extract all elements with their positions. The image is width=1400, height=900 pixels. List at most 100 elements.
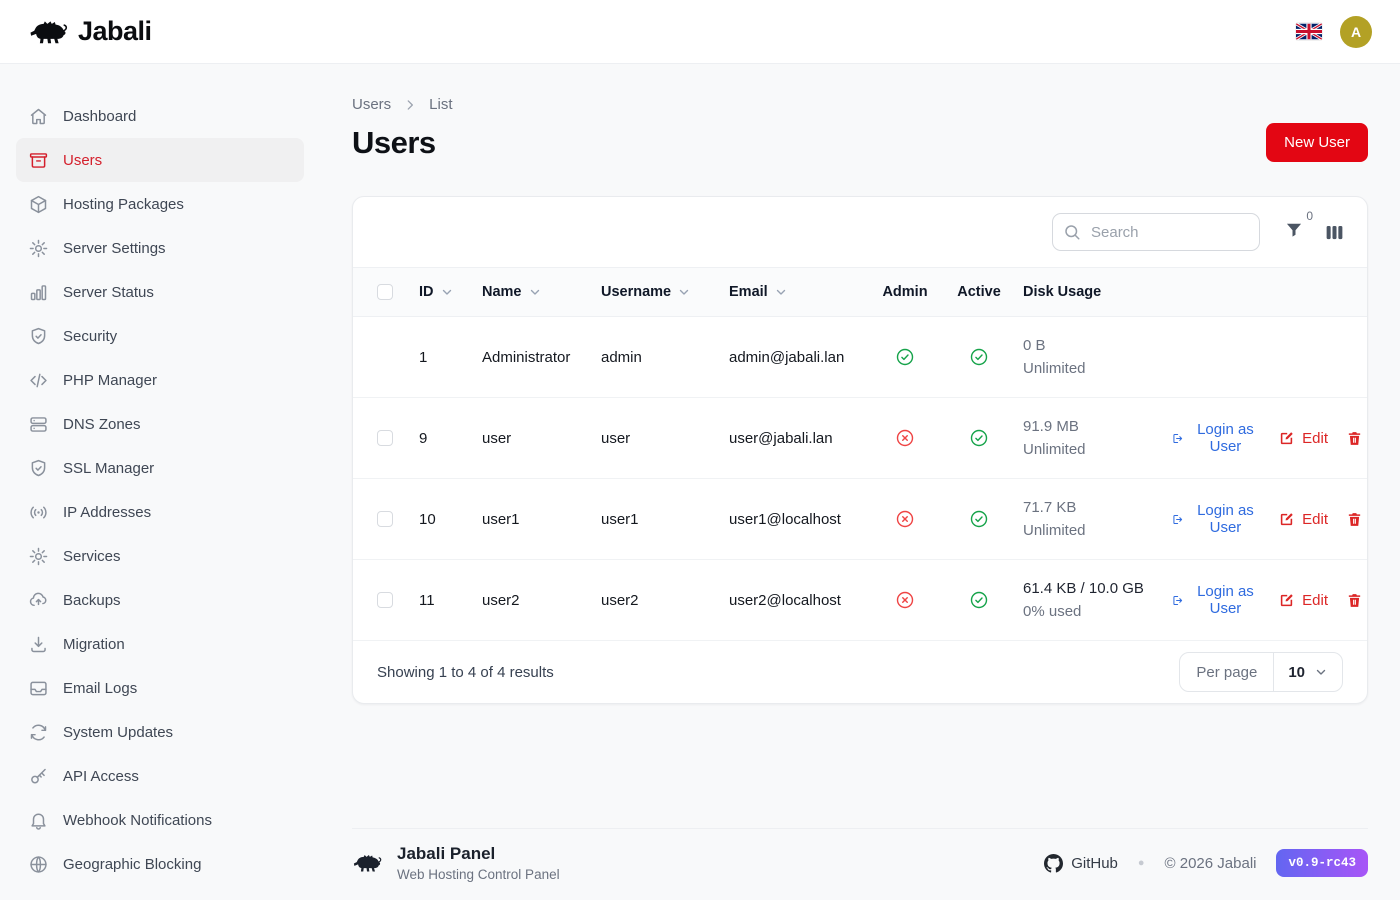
gear-icon (29, 239, 48, 257)
github-icon (1044, 853, 1064, 873)
cell-id: 10 (419, 510, 436, 528)
table-row: 9 user user user@jabali.lan 91.9 MB Unli… (353, 398, 1367, 479)
sidebar-item-webhook-notifications[interactable]: Webhook Notifications (16, 798, 304, 842)
column-header-email[interactable]: Email (729, 284, 867, 300)
sidebar-item-dashboard[interactable]: Dashboard (16, 94, 304, 138)
bell-icon (31, 813, 46, 830)
top-navbar: Jabali A (0, 0, 1400, 64)
sidebar-item-server-status[interactable]: Server Status (16, 270, 304, 314)
sidebar-item-server-settings[interactable]: Server Settings (16, 226, 304, 270)
archive-box-icon (29, 152, 48, 168)
sidebar-item-migration[interactable]: Migration (16, 622, 304, 666)
table-row: 10 user1 user1 user1@localhost 71.7 KB U… (353, 479, 1367, 560)
sidebar-item-hosting-packages[interactable]: Hosting Packages (16, 182, 304, 226)
sidebar-item-security[interactable]: Security (16, 314, 304, 358)
sidebar-item-users[interactable]: Users (16, 138, 304, 182)
sidebar-item-geographic-blocking[interactable]: Geographic Blocking (16, 842, 304, 886)
sort-chevron-icon (776, 289, 785, 295)
sort-chevron-icon (679, 289, 689, 295)
delete-button[interactable] (1346, 511, 1363, 528)
login-as-user-button[interactable]: Login as User (1171, 502, 1260, 536)
column-header-username[interactable]: Username (601, 284, 729, 300)
dot-separator: ● (1137, 857, 1145, 869)
edit-button[interactable]: Edit (1278, 430, 1328, 447)
sidebar-item-api-access[interactable]: API Access (16, 754, 304, 798)
user-avatar[interactable]: A (1340, 15, 1372, 48)
delete-button[interactable] (1346, 430, 1363, 447)
edit-button[interactable]: Edit (1278, 592, 1328, 609)
active-status-yes-icon (969, 509, 989, 529)
login-as-user-button[interactable]: Login as User (1171, 583, 1260, 617)
filter-count-badge: 0 (1306, 209, 1313, 223)
chevron-right-icon (407, 99, 414, 110)
cell-username: user (601, 429, 631, 447)
copyright-text: © 2026 Jabali (1164, 854, 1257, 872)
cell-disk-usage: 71.7 KB Unlimited (1023, 499, 1086, 539)
sidebar-item-php-manager[interactable]: PHP Manager (16, 358, 304, 402)
delete-button[interactable] (1346, 592, 1363, 609)
row-checkbox[interactable] (377, 511, 393, 527)
sidebar-item-ip-addresses[interactable]: IP Addresses (16, 490, 304, 534)
sidebar-item-dns-zones[interactable]: DNS Zones (16, 402, 304, 446)
table-toolbar: 0 (353, 197, 1367, 267)
edit-button[interactable]: Edit (1278, 511, 1328, 528)
admin-status-yes-icon (895, 347, 915, 367)
per-page-select[interactable]: Per page 10 (1179, 652, 1343, 692)
breadcrumb-users[interactable]: Users (352, 96, 392, 113)
version-badge[interactable]: v0.9-rc43 (1276, 849, 1368, 877)
new-user-button[interactable]: New User (1266, 123, 1368, 162)
brand-logo[interactable]: Jabali (28, 16, 152, 47)
login-icon (1173, 433, 1183, 443)
download-icon (31, 636, 46, 652)
select-all-checkbox[interactable] (377, 284, 393, 300)
sidebar-item-email-logs[interactable]: Email Logs (16, 666, 304, 710)
sidebar-item-system-updates[interactable]: System Updates (16, 710, 304, 754)
globe-icon (30, 855, 47, 873)
row-checkbox[interactable] (377, 592, 393, 608)
language-flag-uk-icon[interactable] (1296, 23, 1322, 40)
breadcrumb-list: List (429, 96, 453, 113)
package-icon (30, 195, 47, 213)
cell-email: user1@localhost (729, 510, 841, 528)
cell-id: 11 (419, 591, 435, 609)
chevron-down-icon (1316, 669, 1326, 675)
cell-disk-usage: 61.4 KB / 10.0 GB 0% used (1023, 580, 1144, 620)
cell-name: user1 (482, 510, 520, 528)
columns-button[interactable] (1324, 222, 1345, 243)
search-box (1052, 213, 1260, 251)
per-page-label: Per page (1196, 663, 1258, 681)
github-link[interactable]: GitHub (1044, 853, 1118, 873)
cell-id: 9 (419, 429, 428, 447)
code-icon (30, 373, 47, 387)
search-input[interactable] (1052, 213, 1260, 251)
footer-title: Jabali Panel (397, 844, 496, 863)
server-stack-icon (30, 416, 47, 432)
trash-icon (1348, 512, 1361, 526)
sidebar-item-services[interactable]: Services (16, 534, 304, 578)
boar-icon (352, 852, 382, 874)
cell-name: Administrator (482, 348, 571, 366)
column-header-id[interactable]: ID (419, 284, 482, 300)
sidebar-item-ssl-manager[interactable]: SSL Manager (16, 446, 304, 490)
admin-status-no-icon (895, 428, 915, 448)
row-checkbox[interactable] (377, 430, 393, 446)
columns-icon (1326, 225, 1343, 239)
column-header-admin: Admin (882, 284, 928, 300)
cell-email: admin@jabali.lan (729, 348, 845, 366)
page-footer: Jabali Panel Web Hosting Control Panel G… (352, 828, 1368, 900)
column-header-name[interactable]: Name (482, 284, 601, 300)
home-icon (30, 108, 47, 124)
pagination-bar: Showing 1 to 4 of 4 results Per page 10 (353, 641, 1367, 703)
sidebar: Dashboard Users Hosting Packages Server … (0, 64, 320, 900)
users-table-card: 0 ID Name Usernam (352, 196, 1368, 704)
edit-icon (1280, 512, 1293, 525)
cloud-upload-icon (29, 592, 47, 606)
login-as-user-button[interactable]: Login as User (1171, 421, 1260, 455)
brand-name: Jabali (78, 16, 152, 46)
cell-name: user (482, 429, 512, 447)
sidebar-item-backups[interactable]: Backups (16, 578, 304, 622)
shield-check-icon (31, 459, 46, 476)
results-summary: Showing 1 to 4 of 4 results (377, 663, 554, 681)
filter-button[interactable] (1284, 220, 1304, 240)
active-status-yes-icon (969, 590, 989, 610)
